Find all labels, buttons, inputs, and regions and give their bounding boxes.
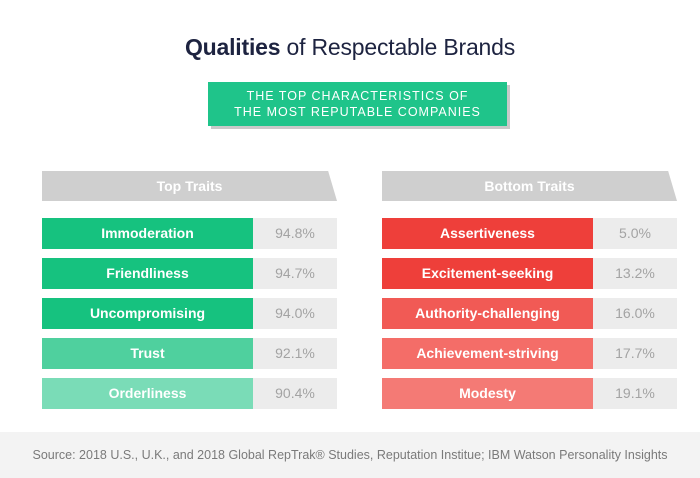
title-bold: Qualities — [184, 34, 281, 60]
top-trait-value: 90.4% — [253, 378, 337, 409]
top-trait-label: Trust — [42, 338, 253, 369]
bottom-trait-label: Achievement-striving — [382, 338, 593, 369]
bottom-trait-row: Assertiveness 5.0% — [382, 218, 677, 249]
banner-line-2: THE MOST REPUTABLE COMPANIES — [234, 105, 481, 119]
top-trait-row: Immoderation 94.8% — [42, 218, 337, 249]
bottom-trait-value: 16.0% — [593, 298, 677, 329]
title-rest: of Respectable Brands — [280, 34, 516, 60]
bottom-trait-value: 13.2% — [593, 258, 677, 289]
top-trait-label: Uncompromising — [42, 298, 253, 329]
top-trait-label: Immoderation — [42, 218, 253, 249]
top-trait-value: 94.8% — [253, 218, 337, 249]
bottom-trait-row: Excitement-seeking 13.2% — [382, 258, 677, 289]
bottom-trait-label: Excitement-seeking — [382, 258, 593, 289]
top-trait-row: Orderliness 90.4% — [42, 378, 337, 409]
top-trait-value: 94.0% — [253, 298, 337, 329]
top-trait-row: Uncompromising 94.0% — [42, 298, 337, 329]
bottom-trait-value: 5.0% — [593, 218, 677, 249]
bottom-trait-row: Authority-challenging 16.0% — [382, 298, 677, 329]
bottom-trait-row: Modesty 19.1% — [382, 378, 677, 409]
top-traits-header: Top Traits — [42, 171, 337, 201]
banner-line-1: THE TOP CHARACTERISTICS OF — [246, 89, 469, 103]
top-trait-row: Friendliness 94.7% — [42, 258, 337, 289]
top-trait-value: 94.7% — [253, 258, 337, 289]
bottom-trait-value: 19.1% — [593, 378, 677, 409]
bottom-traits-header: Bottom Traits — [382, 171, 677, 201]
top-trait-row: Trust 92.1% — [42, 338, 337, 369]
top-trait-label: Orderliness — [42, 378, 253, 409]
top-trait-value: 92.1% — [253, 338, 337, 369]
top-trait-label: Friendliness — [42, 258, 253, 289]
bottom-trait-value: 17.7% — [593, 338, 677, 369]
bottom-trait-row: Achievement-striving 17.7% — [382, 338, 677, 369]
subtitle-banner: THE TOP CHARACTERISTICS OF THE MOST REPU… — [208, 82, 507, 126]
page-title: Qualities of Respectable Brands — [0, 34, 700, 61]
source-footer: Source: 2018 U.S., U.K., and 2018 Global… — [0, 432, 700, 478]
bottom-trait-label: Assertiveness — [382, 218, 593, 249]
bottom-trait-label: Authority-challenging — [382, 298, 593, 329]
bottom-trait-label: Modesty — [382, 378, 593, 409]
